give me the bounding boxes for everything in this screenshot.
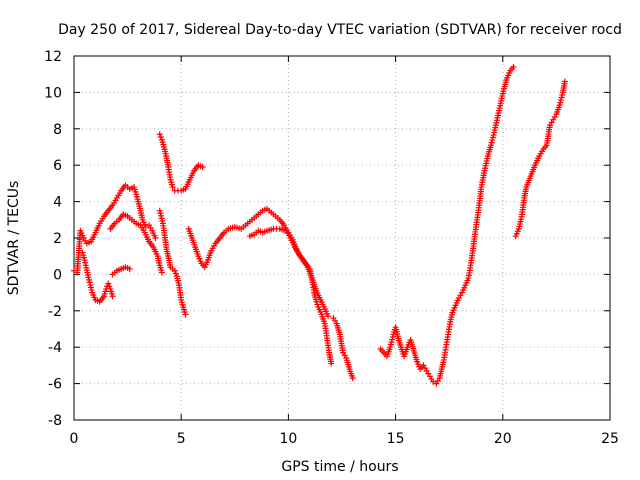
x-tick-label: 10 <box>279 431 297 447</box>
data-point <box>126 265 133 272</box>
y-axis-label: SDTVAR / TECUs <box>6 181 22 296</box>
y-tick-labels: -8 -6 -4 -2 0 2 4 6 8 10 12 <box>44 49 62 429</box>
data-point <box>169 184 176 191</box>
data-point <box>157 133 164 140</box>
data-point <box>313 298 320 305</box>
x-tick-label: 25 <box>601 431 619 447</box>
y-tick-label: 2 <box>53 231 62 247</box>
y-tick-label: 0 <box>53 267 62 283</box>
x-tick-label: 15 <box>387 431 405 447</box>
data-point <box>314 301 321 308</box>
x-tick-label: 20 <box>494 431 512 447</box>
y-tick-label: 12 <box>44 49 62 65</box>
y-tick-label: 4 <box>53 195 62 211</box>
data-point <box>199 164 206 171</box>
y-tick-label: -2 <box>48 304 62 320</box>
data-point <box>105 280 112 287</box>
x-tick-labels: 0 5 10 15 20 25 <box>70 431 619 447</box>
data-point <box>172 270 179 277</box>
axis-ticks <box>73 55 611 421</box>
data-point <box>561 78 568 85</box>
y-tick-label: 8 <box>53 122 62 138</box>
x-tick-label: 0 <box>70 431 79 447</box>
data-point <box>171 267 178 274</box>
data-point <box>325 313 332 320</box>
data-point <box>156 131 163 138</box>
y-tick-label: 10 <box>44 85 62 101</box>
data-point <box>142 224 149 231</box>
data-point <box>158 269 165 276</box>
chart-title: Day 250 of 2017, Sidereal Day-to-day VTE… <box>58 22 622 38</box>
data-point <box>349 375 356 382</box>
y-tick-label: -6 <box>48 377 62 393</box>
data-point <box>106 283 113 290</box>
data-point <box>182 311 189 318</box>
data-point <box>109 293 116 300</box>
x-axis-label: GPS time / hours <box>281 459 398 475</box>
y-tick-label: -8 <box>48 413 62 429</box>
data-point <box>152 235 159 241</box>
data-point <box>430 378 437 385</box>
x-tick-label: 5 <box>177 431 186 447</box>
y-tick-label: -4 <box>48 340 62 356</box>
data-point <box>510 63 517 70</box>
data-points <box>71 63 568 387</box>
y-tick-label: 6 <box>53 158 62 174</box>
data-point <box>328 360 335 367</box>
